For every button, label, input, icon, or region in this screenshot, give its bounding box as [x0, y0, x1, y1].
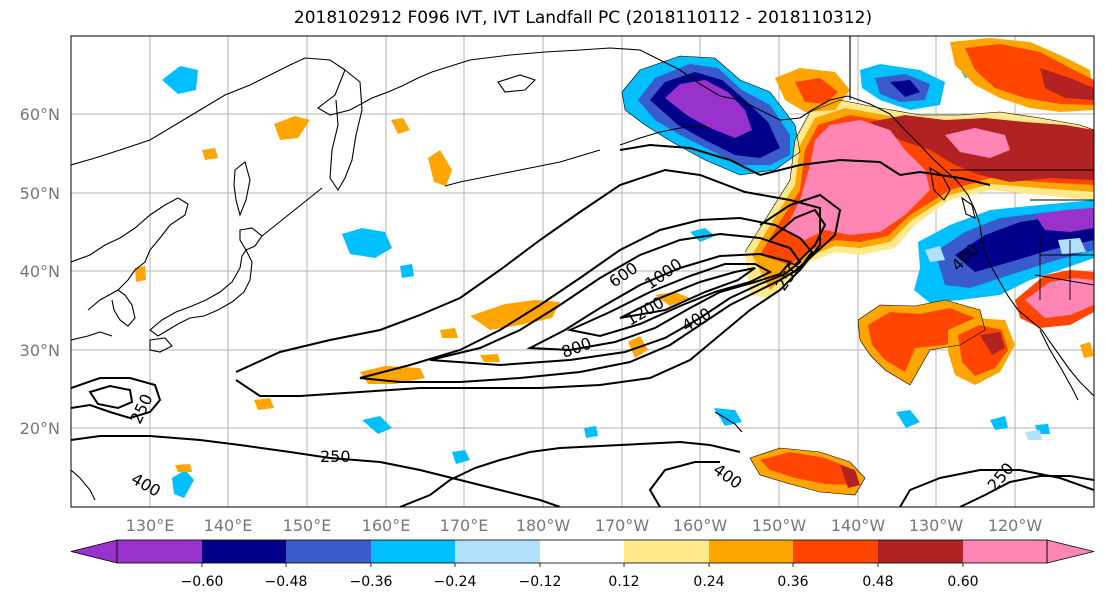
colorbar-bin — [624, 540, 709, 563]
colorbar-tick-label: 0.12 — [608, 574, 639, 590]
colorbar — [70, 539, 1095, 567]
figure-title: 2018102912 F096 IVT, IVT Landfall PC (20… — [293, 8, 873, 28]
colorbar-extend-max — [1046, 539, 1095, 564]
colorbar-bin — [709, 540, 793, 563]
lat-label: 60°N — [20, 105, 60, 124]
colorbar-bin — [202, 540, 286, 563]
colorbar-bin — [540, 540, 624, 563]
lat-label: 40°N — [20, 262, 60, 281]
coastlines — [71, 36, 1094, 501]
region-outlines — [621, 55, 1094, 496]
lon-label: 130°E — [126, 516, 175, 535]
colorbar-tick-label: −0.24 — [434, 574, 477, 590]
colorbar-bin — [963, 540, 1047, 563]
colorbar-tick-label: 0.36 — [777, 574, 808, 590]
colorbar-tick-labels: −0.60 −0.48 −0.36 −0.24 −0.12 0.12 0.24 … — [181, 574, 979, 590]
colorbar-bin — [793, 540, 878, 563]
colorbar-bin — [455, 540, 540, 563]
colorbar-extend-min — [70, 539, 118, 564]
lon-label: 150°W — [752, 516, 807, 535]
ivt-contours — [71, 143, 1094, 507]
lat-label: 20°N — [20, 419, 60, 438]
colorbar-bin — [117, 540, 202, 563]
longitude-labels: 130°E 140°E 150°E 160°E 170°E 180°W 170°… — [126, 516, 1043, 535]
colorbar-tick-label: 0.24 — [693, 574, 724, 590]
lon-label: 120°W — [988, 516, 1043, 535]
latitude-labels: 60°N 50°N 40°N 30°N 20°N — [20, 105, 60, 438]
colorbar-tick-label: −0.36 — [350, 574, 393, 590]
lon-label: 180°W — [516, 516, 571, 535]
lon-label: 160°W — [673, 516, 728, 535]
map-frame — [70, 35, 1095, 508]
colorbar-tick-label: 0.60 — [947, 574, 978, 590]
colorbar-tick-label: −0.12 — [519, 574, 562, 590]
colorbar-tick-label: 0.48 — [862, 574, 893, 590]
lat-label: 30°N — [20, 341, 60, 360]
colorbar-bin — [878, 540, 963, 563]
lon-label: 140°W — [831, 516, 886, 535]
colorbar-frame — [116, 539, 1048, 564]
colorbar-bin — [371, 540, 455, 563]
lon-label: 170°W — [595, 516, 650, 535]
colorbar-tick-label: −0.60 — [181, 574, 224, 590]
negative-pc-regions — [162, 56, 1094, 498]
lon-label: 140°E — [204, 516, 253, 535]
colorbar-tick-label: −0.48 — [265, 574, 308, 590]
positive-pc-regions — [135, 38, 1094, 495]
contour-label: 250 — [320, 447, 351, 466]
lat-label: 50°N — [20, 184, 60, 203]
lon-label: 170°E — [440, 516, 489, 535]
lon-label: 130°W — [909, 516, 964, 535]
lon-label: 160°E — [362, 516, 411, 535]
colorbar-bin — [286, 540, 371, 563]
lon-label: 150°E — [283, 516, 332, 535]
